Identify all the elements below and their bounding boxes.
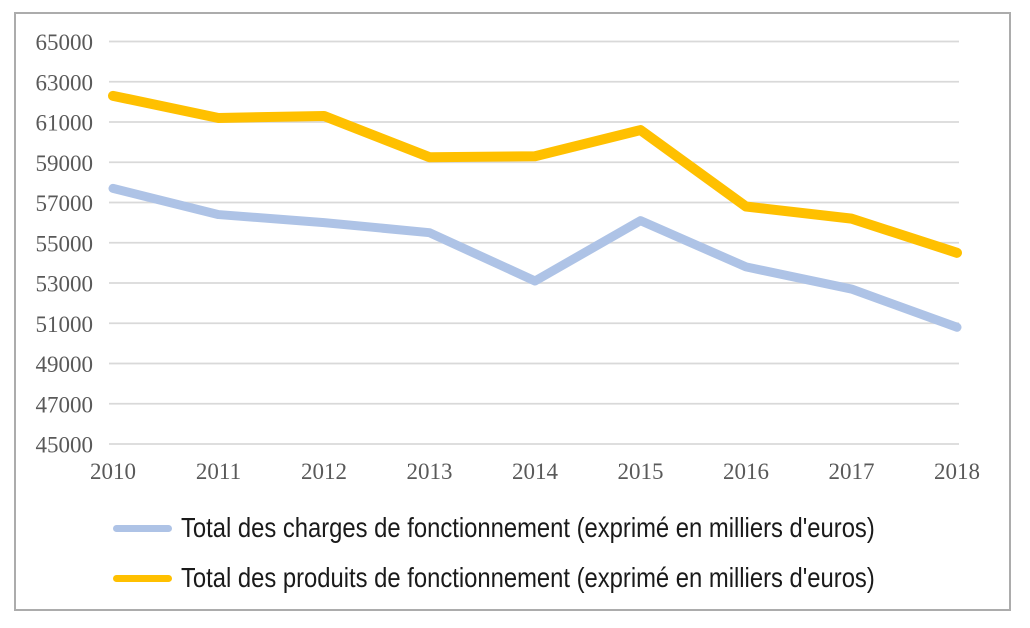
- legend-item-produits: Total des produits de fonctionnement (ex…: [113, 560, 997, 596]
- legend-label-produits: Total des produits de fonctionnement (ex…: [181, 562, 875, 593]
- y-axis-tick-label: 55000: [36, 231, 94, 256]
- series-line-produits: [108, 90, 962, 258]
- series-line-charges: [108, 183, 962, 332]
- y-axis-tick-label: 65000: [36, 30, 94, 55]
- x-axis-tick-label: 2016: [723, 459, 769, 484]
- y-axis-tick-label: 59000: [36, 151, 94, 176]
- x-axis-tick-label: 2013: [407, 459, 453, 484]
- y-axis-tick-label: 51000: [36, 312, 94, 337]
- y-axis-tick-label: 63000: [36, 70, 94, 95]
- x-axis-tick-label: 2014: [512, 459, 559, 484]
- y-axis-tick-label: 61000: [36, 111, 94, 136]
- legend-label-charges: Total des charges de fonctionnement (exp…: [181, 512, 875, 543]
- figure-border: [14, 12, 1011, 611]
- x-axis-tick-label: 2018: [934, 459, 980, 484]
- y-axis-tick-label: 45000: [36, 433, 94, 458]
- y-axis-tick-label: 57000: [36, 191, 94, 216]
- y-axis-tick-label: 49000: [36, 352, 94, 377]
- legend-swatch-charges: [113, 524, 172, 532]
- legend-item-charges: Total des charges de fonctionnement (exp…: [113, 510, 997, 546]
- legend-swatch-produits: [113, 574, 172, 582]
- x-axis-tick-label: 2011: [196, 459, 241, 484]
- x-axis-tick-label: 2010: [90, 459, 136, 484]
- x-axis-tick-label: 2015: [618, 459, 664, 484]
- x-axis-tick-label: 2017: [829, 459, 875, 484]
- x-axis-tick-label: 2012: [301, 459, 347, 484]
- y-axis-tick-label: 47000: [36, 392, 94, 417]
- y-axis-tick-label: 53000: [36, 272, 94, 297]
